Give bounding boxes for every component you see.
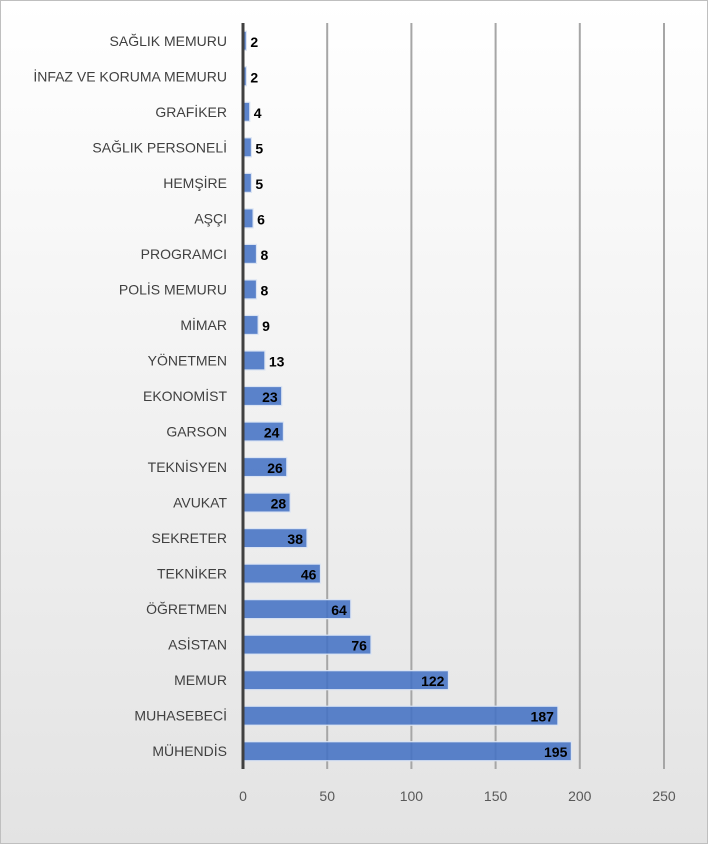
data-label: 13 [269,353,285,369]
bar [242,741,572,762]
category-label: POLİS MEMURU [119,280,227,297]
data-label: 5 [255,140,263,156]
x-tick-label: 150 [484,788,508,804]
data-label: 38 [287,531,303,547]
x-tick-label: 50 [319,788,335,804]
data-label: 2 [250,69,258,85]
x-tick-label: 100 [400,788,424,804]
bar [242,670,450,691]
category-label: ASİSTAN [168,636,227,653]
bar [242,314,259,336]
data-label: 2 [250,34,258,50]
data-label: 8 [260,247,268,263]
data-label: 122 [421,673,445,689]
category-label: MUHASEBECİ [134,707,227,724]
category-label: PROGRAMCI [141,246,227,262]
data-label: 5 [255,176,263,192]
bar [242,208,254,229]
bar [242,243,258,265]
data-label: 9 [262,318,270,334]
data-label: 187 [531,709,555,725]
data-label: 4 [254,105,262,121]
data-label: 26 [267,460,283,476]
category-label: MÜHENDİS [152,742,227,759]
data-label: 64 [331,602,347,618]
data-label: 8 [260,282,268,298]
category-label: GARSON [166,424,227,440]
category-label: SEKRETER [152,530,227,546]
category-label: İNFAZ VE KORUMA MEMURU [33,67,227,84]
data-label: 28 [271,496,287,512]
bar [242,350,266,371]
bar [242,279,258,300]
bar [242,705,559,726]
category-label: AŞÇI [194,210,227,226]
category-label: SAĞLIK MEMURU [110,33,227,49]
category-label: YÖNETMEN [148,351,227,368]
category-label: GRAFİKER [155,103,227,120]
category-label: TEKNİKER [157,565,227,582]
x-tick-label: 0 [239,788,247,804]
category-label: ÖĞRETMEN [146,600,227,617]
category-label: EKONOMİST [143,387,227,404]
data-label: 6 [257,211,265,227]
data-label: 76 [351,638,367,654]
data-label: 195 [544,744,568,760]
category-label: HEMŞİRE [163,174,227,191]
category-label: TEKNİSYEN [148,458,227,475]
x-tick-label: 250 [652,788,676,804]
data-label: 24 [264,425,280,441]
category-label: MEMUR [174,672,227,688]
category-label: MİMAR [180,316,227,333]
data-label: 23 [262,389,278,405]
data-label: 46 [301,567,317,583]
category-label: SAĞLIK PERSONELİ [92,138,227,155]
category-label: AVUKAT [173,495,227,511]
x-tick-label: 200 [568,788,592,804]
